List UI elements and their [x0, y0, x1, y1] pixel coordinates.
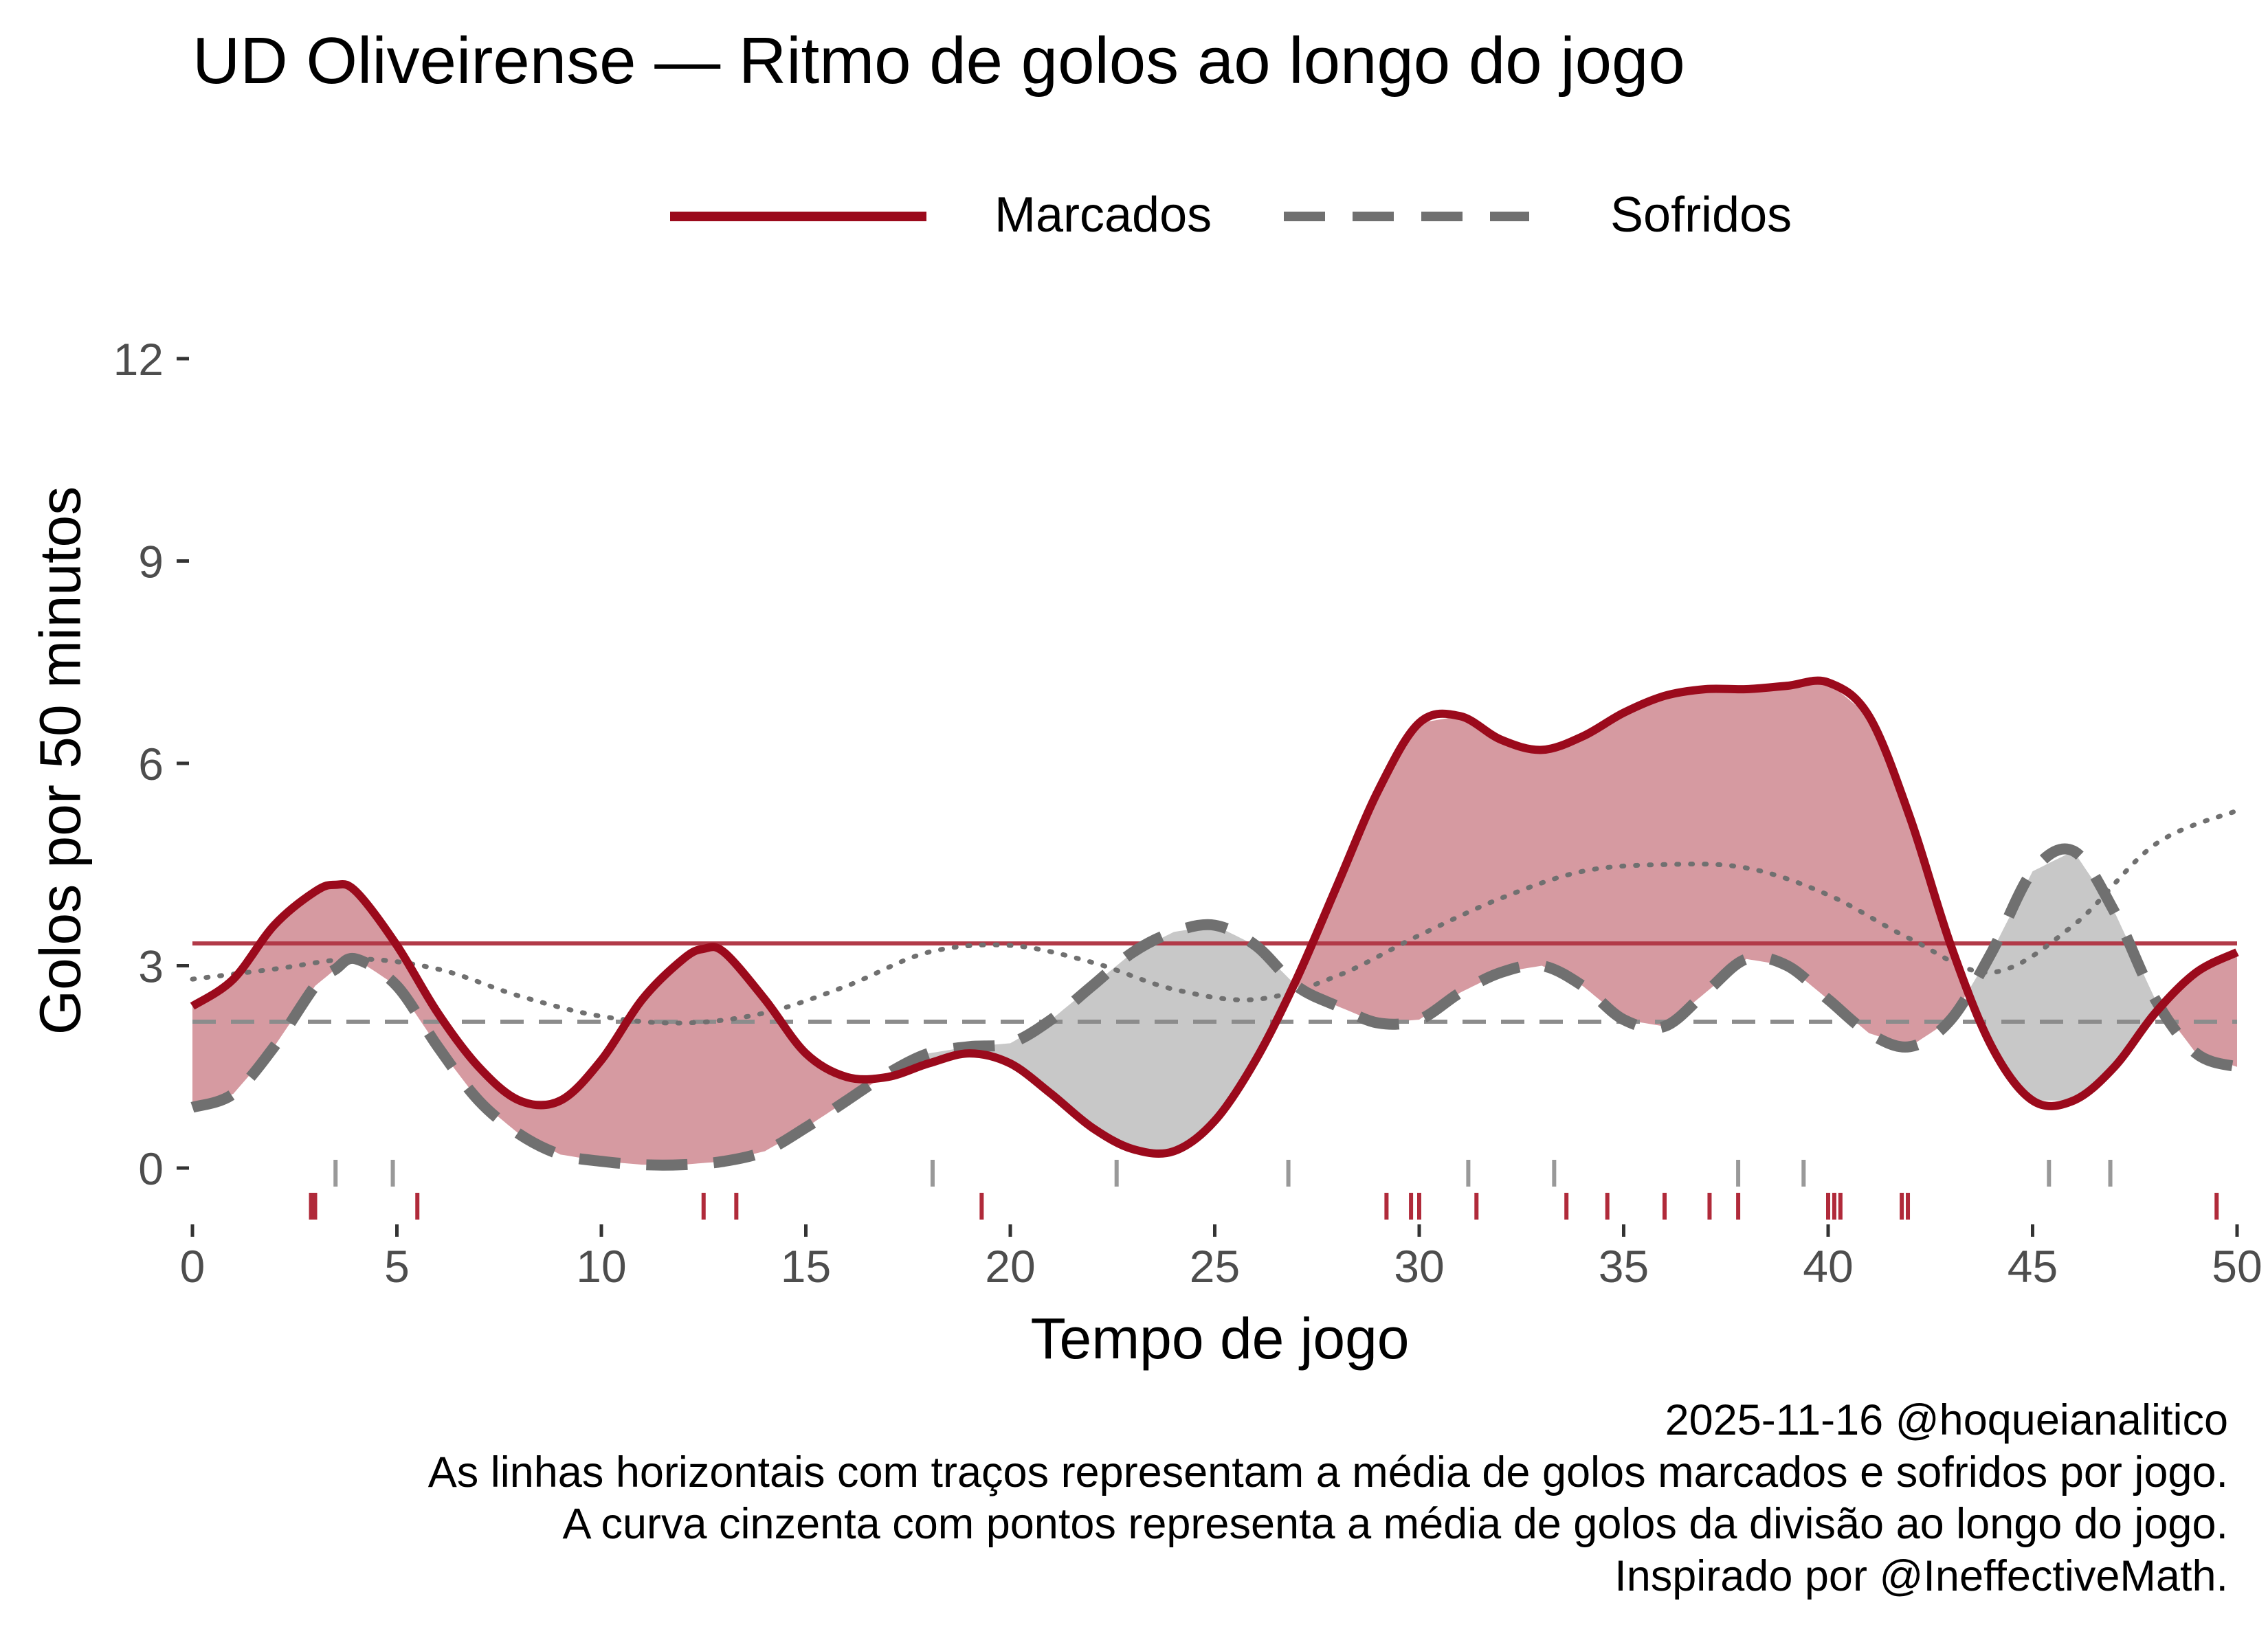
x-tick-label: 5: [384, 1241, 410, 1292]
fill-sofridos-above: [883, 925, 1297, 1152]
x-tick-label: 25: [1190, 1241, 1240, 1292]
x-tick-label: 10: [576, 1241, 626, 1292]
y-tick-label: 12: [113, 334, 164, 385]
chart-title: UD Oliveirense — Ritmo de golos ao longo…: [192, 24, 1685, 98]
x-tick-label: 50: [2212, 1241, 2262, 1292]
y-axis-title: Golos por 50 minutos: [27, 486, 93, 1035]
y-tick-label: 9: [138, 537, 164, 587]
x-tick-label: 30: [1394, 1241, 1444, 1292]
y-tick-label: 6: [138, 739, 164, 789]
fill-marcados-above: [192, 884, 884, 1165]
fill-marcados-above: [2163, 952, 2237, 1067]
x-tick-label: 0: [180, 1241, 205, 1292]
caption-line-2: As linhas horizontais com traços represe…: [427, 1448, 2228, 1496]
y-tick-label: 3: [138, 941, 164, 992]
x-tick-label: 20: [985, 1241, 1035, 1292]
y-tick-label: 0: [138, 1143, 164, 1194]
x-tick-label: 35: [1599, 1241, 1649, 1292]
division-average-curve: [190, 808, 2240, 1026]
goal-rug-marks: [309, 1160, 2219, 1220]
caption: 2025-11-16 @hoqueianalitico As linhas ho…: [428, 1395, 2228, 1602]
legend-label-sofridos: Sofridos: [1610, 188, 1792, 243]
sofridos-line: [190, 843, 2239, 1171]
marcados-line: [190, 676, 2239, 1158]
caption-line-3: A curva cinzenta com pontos representa a…: [562, 1500, 2228, 1549]
caption-line-4: Inspirado por @IneffectiveMath.: [1614, 1551, 2228, 1600]
caption-line-1: 2025-11-16 @hoqueianalitico: [1665, 1396, 2228, 1444]
fill-sofridos-above: [1971, 851, 2164, 1101]
x-tick-label: 15: [781, 1241, 831, 1292]
x-axis-title: Tempo de jogo: [1030, 1306, 1410, 1371]
x-tick-label: 45: [2008, 1241, 2058, 1292]
x-tick-label: 40: [1803, 1241, 1853, 1292]
series-lines: [190, 676, 2240, 1171]
legend-label-marcados: Marcados: [994, 188, 1212, 243]
axes: 0 3 6 9 12 0 5 10 15 20 25 30 35 40 45 50: [113, 334, 2263, 1292]
average-reference-lines: [192, 941, 2237, 1024]
